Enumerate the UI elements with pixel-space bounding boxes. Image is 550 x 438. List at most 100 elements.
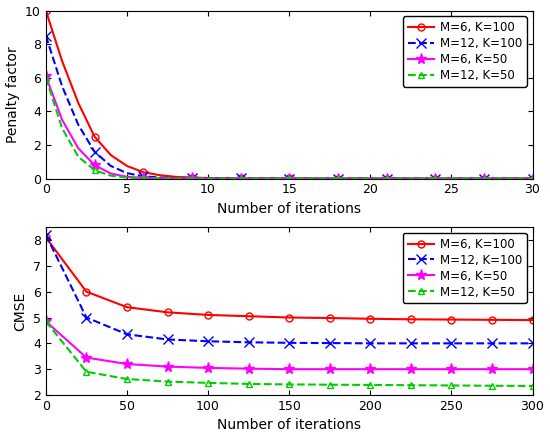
M=6, K=100: [107, 152, 114, 158]
M=6, K=100: [448, 317, 455, 322]
M=12, K=100: [464, 176, 471, 181]
M=6, K=50: [140, 175, 146, 180]
M=12, K=50: [448, 383, 455, 388]
M=12, K=100: [156, 175, 163, 180]
M=6, K=50: [448, 176, 455, 181]
M=6, K=100: [351, 176, 358, 181]
M=6, K=50: [488, 367, 495, 372]
Y-axis label: Penalty factor: Penalty factor: [6, 46, 20, 143]
M=6, K=100: [140, 170, 146, 175]
M=12, K=100: [270, 176, 276, 181]
M=6, K=100: [221, 176, 228, 181]
Legend: M=6, K=100, M=12, K=100, M=6, K=50, M=12, K=50: M=6, K=100, M=12, K=100, M=6, K=50, M=12…: [403, 17, 526, 87]
M=12, K=100: [367, 176, 373, 181]
M=6, K=50: [42, 74, 49, 79]
M=6, K=100: [318, 176, 325, 181]
M=12, K=100: [189, 176, 195, 181]
M=6, K=50: [367, 367, 373, 372]
M=12, K=50: [529, 176, 536, 181]
M=12, K=100: [42, 33, 49, 39]
M=12, K=100: [513, 176, 520, 181]
M=6, K=100: [91, 134, 98, 139]
M=12, K=100: [318, 176, 325, 181]
M=12, K=100: [351, 176, 358, 181]
M=12, K=50: [383, 176, 390, 181]
M=12, K=100: [83, 315, 90, 320]
M=6, K=50: [124, 174, 130, 180]
M=12, K=50: [164, 379, 171, 384]
M=6, K=50: [302, 176, 309, 181]
M=12, K=50: [416, 176, 422, 181]
M=12, K=50: [334, 176, 341, 181]
Y-axis label: CMSE: CMSE: [13, 291, 28, 331]
M=12, K=100: [529, 176, 536, 181]
M=12, K=100: [367, 341, 373, 346]
M=12, K=50: [156, 176, 163, 181]
M=6, K=50: [351, 176, 358, 181]
M=6, K=100: [124, 163, 130, 169]
M=6, K=100: [59, 58, 65, 64]
M=6, K=50: [432, 176, 438, 181]
M=6, K=50: [270, 176, 276, 181]
M=12, K=50: [205, 176, 211, 181]
M=6, K=50: [189, 176, 195, 181]
M=12, K=50: [481, 176, 487, 181]
M=6, K=50: [529, 176, 536, 181]
M=12, K=50: [124, 376, 130, 381]
M=12, K=100: [172, 175, 179, 180]
M=12, K=50: [367, 176, 373, 181]
M=6, K=50: [83, 355, 90, 360]
M=12, K=50: [254, 176, 260, 181]
M=6, K=50: [408, 367, 414, 372]
M=12, K=50: [237, 176, 244, 181]
M=12, K=50: [59, 126, 65, 131]
M=12, K=100: [497, 176, 503, 181]
M=6, K=50: [172, 176, 179, 181]
M=6, K=100: [488, 317, 495, 322]
M=6, K=50: [481, 176, 487, 181]
M=6, K=100: [367, 176, 373, 181]
M=12, K=50: [221, 176, 228, 181]
M=12, K=100: [140, 174, 146, 179]
M=6, K=50: [124, 361, 130, 367]
M=6, K=50: [107, 171, 114, 176]
M=12, K=50: [464, 176, 471, 181]
M=12, K=100: [124, 170, 130, 176]
M=6, K=100: [464, 176, 471, 181]
M=6, K=50: [245, 366, 252, 371]
M=6, K=50: [367, 176, 373, 181]
M=12, K=50: [172, 176, 179, 181]
Line: M=12, K=50: M=12, K=50: [42, 74, 536, 182]
Line: M=12, K=50: M=12, K=50: [42, 318, 536, 389]
M=12, K=100: [91, 149, 98, 154]
M=12, K=100: [75, 122, 81, 127]
M=12, K=100: [237, 176, 244, 181]
M=6, K=50: [399, 176, 406, 181]
M=12, K=100: [254, 176, 260, 181]
M=6, K=50: [156, 176, 163, 181]
X-axis label: Number of iterations: Number of iterations: [217, 202, 361, 216]
M=12, K=100: [383, 176, 390, 181]
M=12, K=50: [448, 176, 455, 181]
M=12, K=100: [205, 339, 211, 344]
Line: M=6, K=50: M=6, K=50: [40, 71, 538, 184]
M=6, K=100: [481, 176, 487, 181]
Line: M=6, K=50: M=6, K=50: [40, 316, 538, 375]
M=6, K=100: [432, 176, 438, 181]
M=12, K=50: [432, 176, 438, 181]
M=6, K=100: [156, 173, 163, 178]
M=12, K=100: [107, 163, 114, 169]
M=12, K=100: [205, 176, 211, 181]
M=6, K=50: [42, 319, 49, 324]
M=12, K=50: [205, 380, 211, 385]
M=12, K=100: [481, 176, 487, 181]
M=12, K=50: [270, 176, 276, 181]
M=6, K=50: [448, 367, 455, 372]
M=6, K=100: [302, 176, 309, 181]
M=6, K=100: [83, 289, 90, 294]
M=12, K=50: [488, 383, 495, 389]
M=6, K=100: [164, 310, 171, 315]
X-axis label: Number of iterations: Number of iterations: [217, 418, 361, 432]
M=6, K=100: [205, 312, 211, 318]
M=12, K=50: [513, 176, 520, 181]
